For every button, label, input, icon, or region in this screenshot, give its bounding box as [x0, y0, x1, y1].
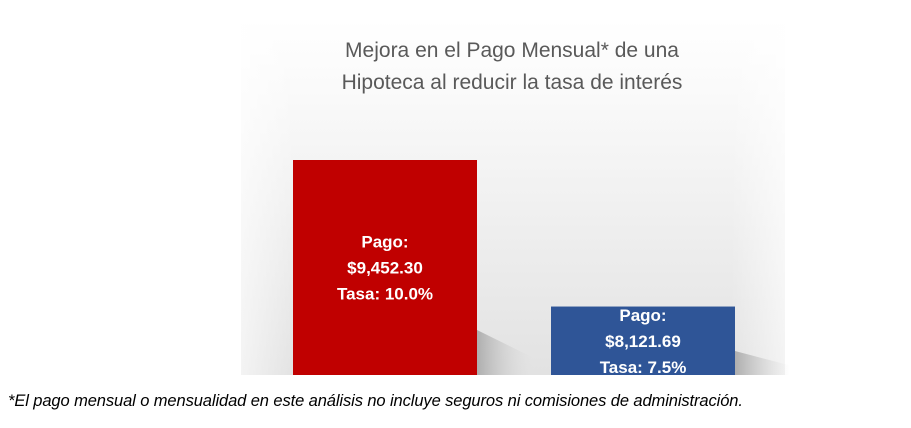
bar-2-label: $8,121.69	[605, 332, 681, 351]
bar-1-label: Pago:	[361, 233, 408, 252]
chart-title-line: Hipoteca al reducir la tasa de interés	[342, 71, 683, 94]
bar-2-label: Pago:	[619, 306, 666, 325]
bar-shadows	[477, 330, 790, 375]
bar-shadow	[735, 351, 790, 375]
bar-1	[293, 160, 477, 375]
chart-title-line: Mejora en el Pago Mensual* de una	[345, 39, 679, 62]
footnote: *El pago mensual o mensualidad en este a…	[8, 392, 743, 410]
bar-shadow	[477, 330, 532, 375]
bar-1-label: Tasa: 10.0%	[337, 285, 433, 304]
bar-2	[551, 306, 735, 375]
bar-labels: Pago: $9,452.30 Tasa: 10.0% Pago: $8,121.69 T…	[337, 233, 686, 377]
chart-title: Mejora en el Pago Mensual* de una Hipotec…	[342, 39, 683, 94]
bars	[293, 160, 735, 375]
bar-2-label: Tasa: 7.5%	[600, 358, 687, 377]
bar-1-label: $9,452.30	[347, 259, 423, 278]
